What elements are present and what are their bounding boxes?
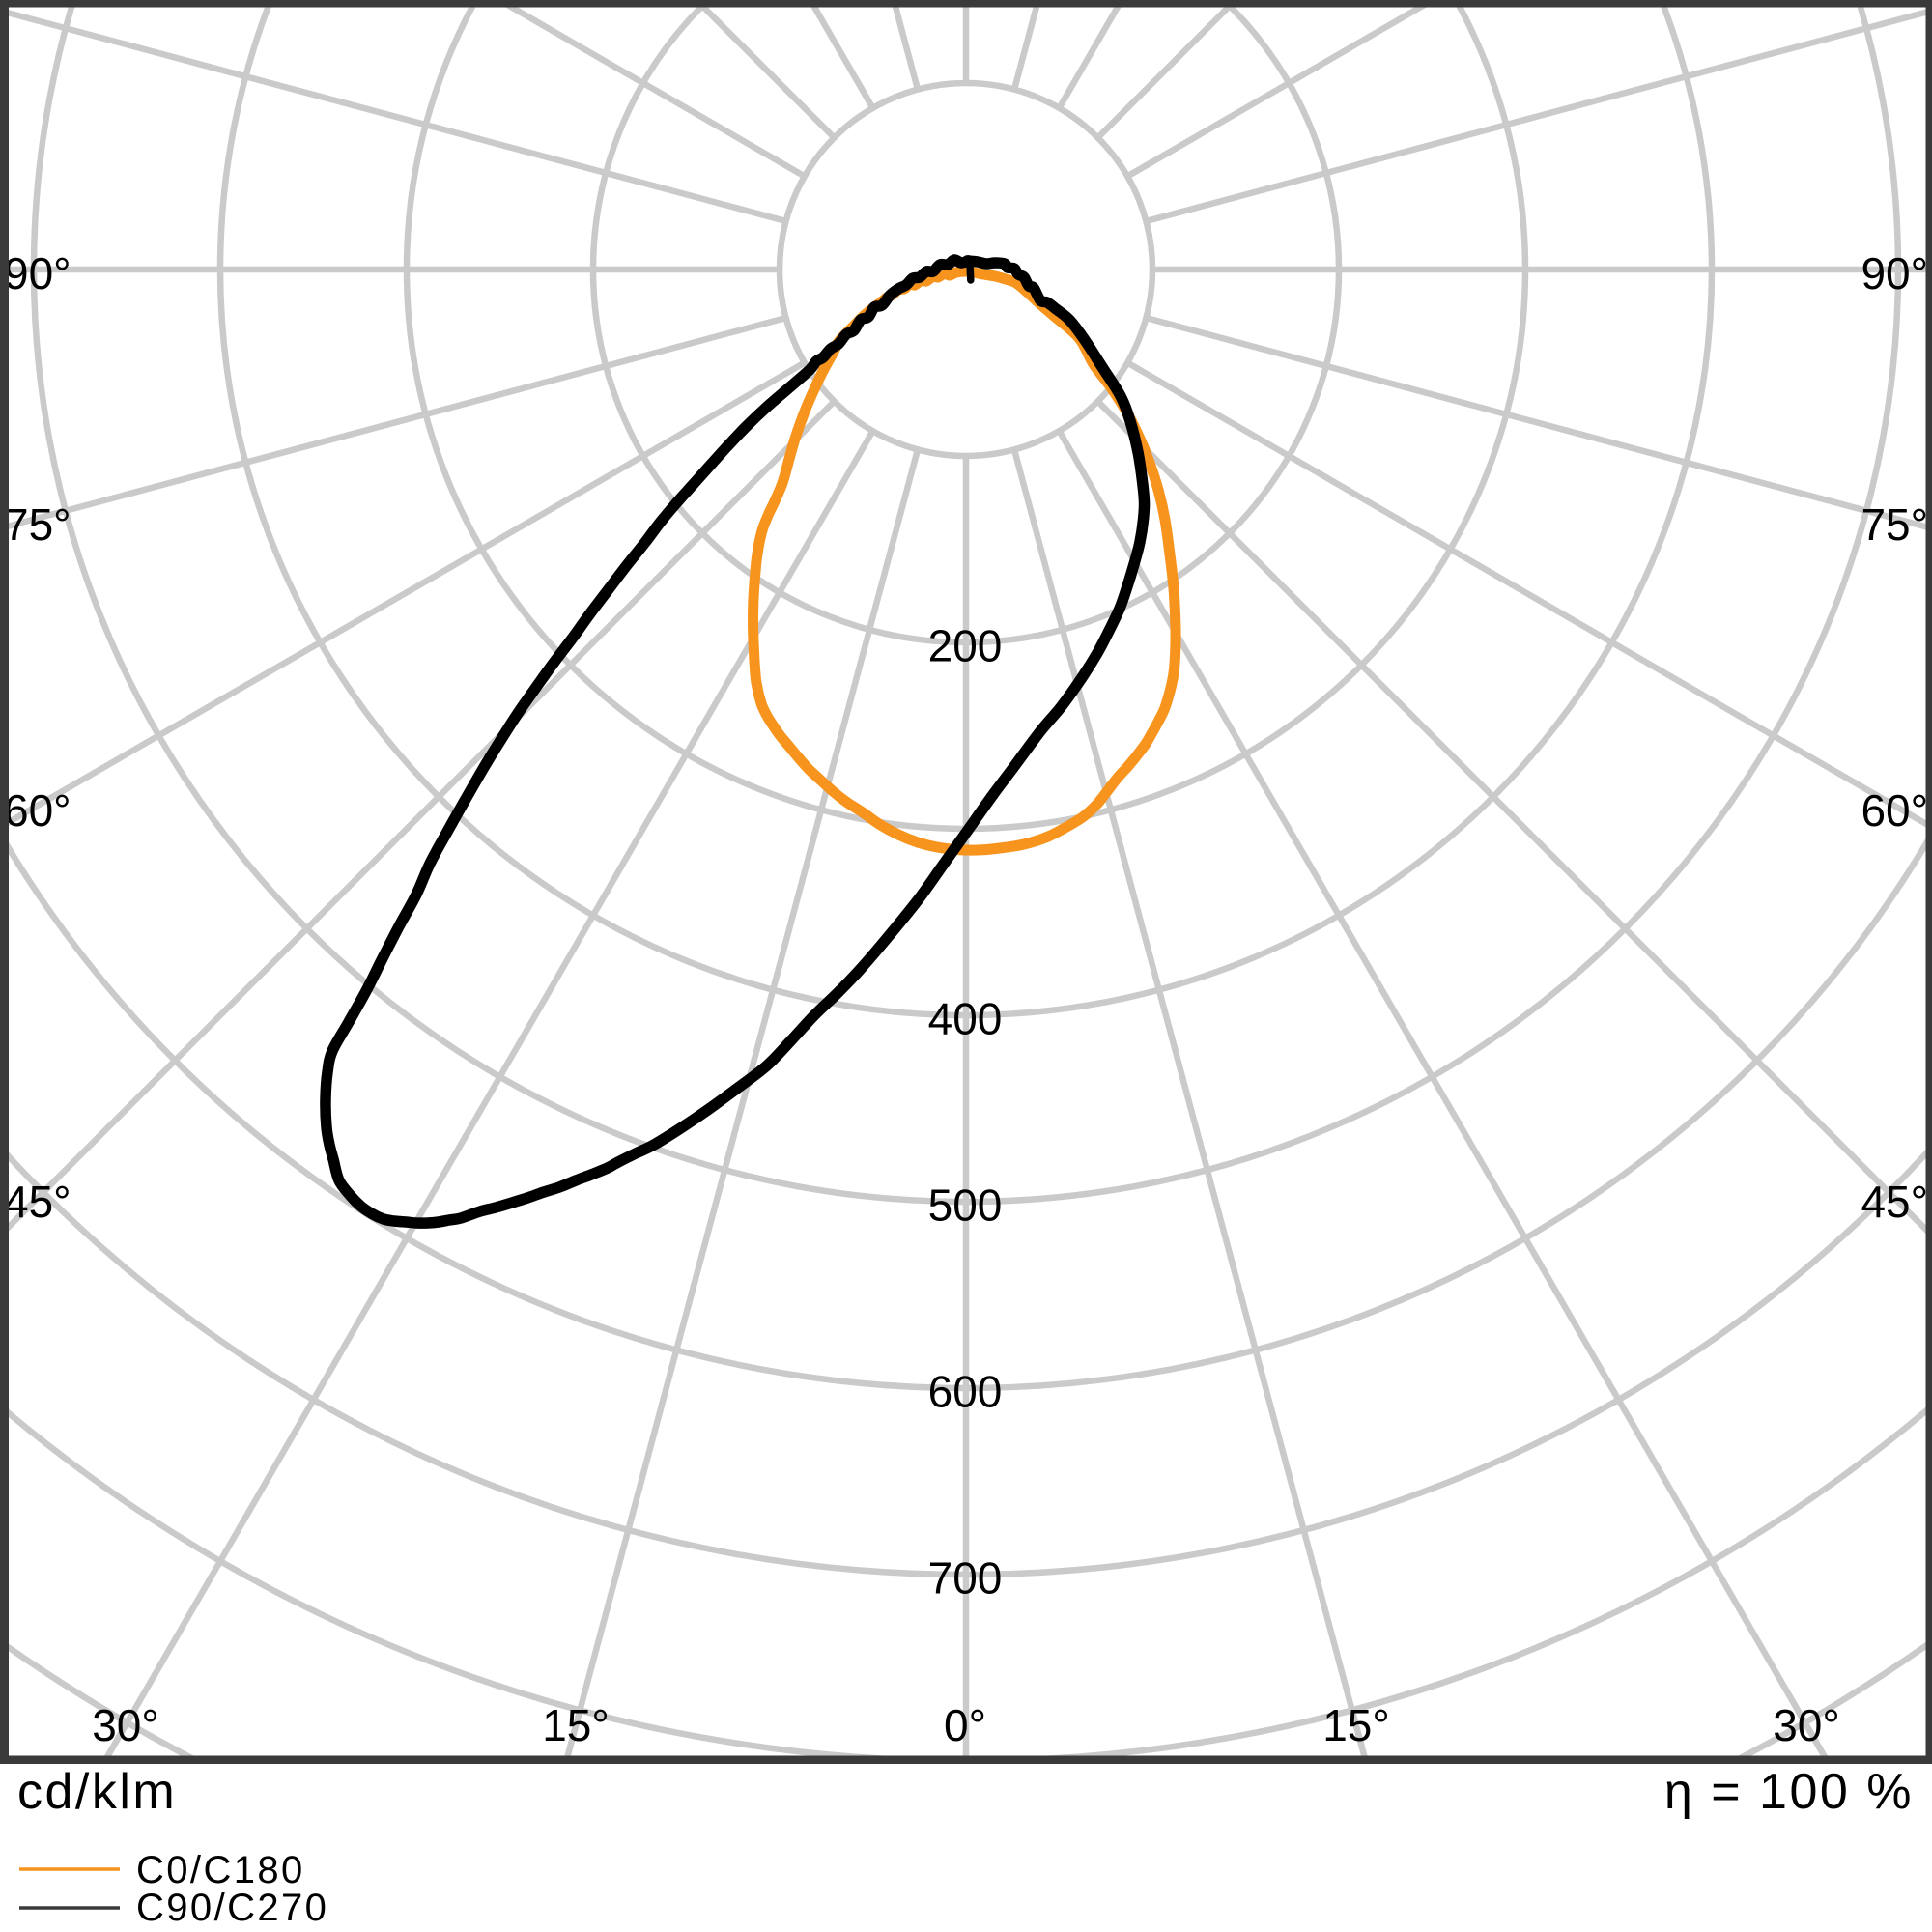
svg-text:C90/C270: C90/C270 xyxy=(136,1887,328,1929)
svg-text:15°: 15° xyxy=(1322,1700,1390,1750)
svg-text:600: 600 xyxy=(928,1367,1003,1417)
svg-text:60°: 60° xyxy=(4,785,71,836)
svg-text:75°: 75° xyxy=(4,499,71,550)
svg-text:η = 100 %: η = 100 % xyxy=(1664,1764,1914,1820)
svg-text:cd/klm: cd/klm xyxy=(17,1764,177,1820)
svg-text:700: 700 xyxy=(928,1553,1003,1604)
svg-text:30°: 30° xyxy=(1773,1700,1840,1750)
svg-text:45°: 45° xyxy=(4,1177,71,1227)
svg-text:30°: 30° xyxy=(92,1700,159,1750)
svg-text:500: 500 xyxy=(928,1180,1003,1231)
svg-text:C0/C180: C0/C180 xyxy=(136,1849,305,1891)
svg-text:200: 200 xyxy=(928,621,1003,671)
svg-text:75°: 75° xyxy=(1861,499,1928,550)
svg-text:0°: 0° xyxy=(944,1700,986,1750)
svg-text:90°: 90° xyxy=(4,248,71,298)
svg-text:45°: 45° xyxy=(1861,1177,1928,1227)
svg-text:400: 400 xyxy=(928,994,1003,1044)
svg-text:15°: 15° xyxy=(542,1700,610,1750)
svg-text:60°: 60° xyxy=(1861,785,1928,836)
svg-text:90°: 90° xyxy=(1861,248,1928,298)
